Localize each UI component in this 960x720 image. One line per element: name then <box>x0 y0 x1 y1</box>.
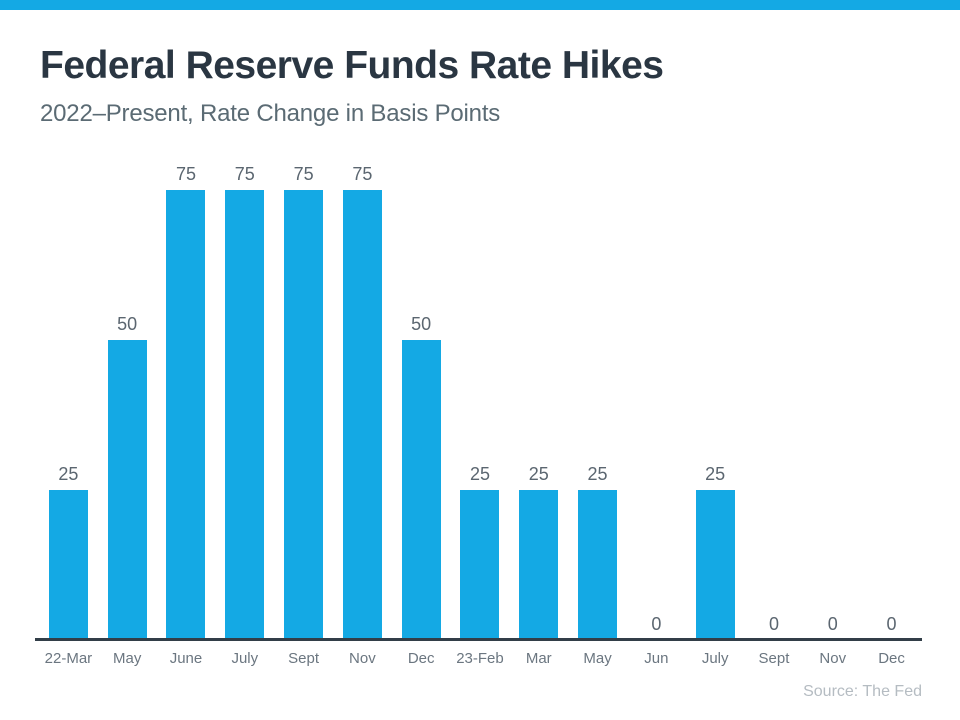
bar <box>578 490 618 640</box>
source-note: Source: The Fed <box>803 683 922 700</box>
x-tick-label: Sept <box>288 650 320 667</box>
bar-value-label: 25 <box>469 464 490 484</box>
x-axis-tick-labels: 22-Mar May June July Sept Nov Dec 23-Feb Mar May J… <box>39 650 922 667</box>
bar-column: 0 <box>862 160 921 640</box>
bar-column: 75 <box>215 160 274 640</box>
bar <box>48 490 88 640</box>
bar <box>225 190 265 640</box>
bar-value-label: 0 <box>768 614 779 634</box>
bar <box>284 190 324 640</box>
bar-column: 50 <box>98 160 157 640</box>
bar-column: 50 <box>392 160 451 640</box>
bar-column: 0 <box>803 160 862 640</box>
bar-value-label: 50 <box>411 314 432 334</box>
bar-value-label: 75 <box>293 164 314 184</box>
bar-column: 75 <box>157 160 216 640</box>
x-tick-label: Dec <box>407 650 435 667</box>
bar-column: 75 <box>274 160 333 640</box>
bar-column: 0 <box>627 160 686 640</box>
top-accent-bar <box>0 0 960 10</box>
bar-column: 25 <box>451 160 510 640</box>
bar <box>342 190 382 640</box>
bar-value-label: 25 <box>58 464 79 484</box>
chart-title: Federal Reserve Funds Rate Hikes <box>40 44 664 87</box>
bar-value-label: 75 <box>352 164 373 184</box>
x-tick-label: Dec <box>878 650 905 667</box>
x-tick-label: Jun <box>644 650 669 667</box>
x-tick-label: Nov <box>349 650 376 667</box>
bar <box>107 340 147 640</box>
x-tick-label: 22-Mar <box>44 650 93 667</box>
bar <box>460 490 500 640</box>
bar-value-label: 25 <box>705 464 726 484</box>
bar-column: 0 <box>745 160 804 640</box>
x-tick-label: 23-Feb <box>456 650 504 667</box>
bar-column: 25 <box>568 160 627 640</box>
x-tick-label: June <box>169 650 203 667</box>
bar <box>519 490 559 640</box>
bar-column: 25 <box>39 160 98 640</box>
bar <box>401 340 441 640</box>
chart-subtitle: 2022–Present, Rate Change in Basis Point… <box>40 100 501 127</box>
x-tick-label: May <box>113 650 142 667</box>
bar-value-label: 75 <box>234 164 255 184</box>
x-tick-label: July <box>231 650 259 667</box>
bar-value-label: 0 <box>827 614 838 634</box>
x-tick-label: Sept <box>758 650 790 667</box>
x-tick-label: Nov <box>819 650 847 667</box>
x-tick-label: May <box>583 650 612 667</box>
x-tick-label: Mar <box>525 650 552 667</box>
bar-column: 25 <box>686 160 745 640</box>
bar-value-label: 25 <box>528 464 549 484</box>
bar <box>166 190 206 640</box>
bar-value-label: 0 <box>651 614 662 634</box>
bar-column: 25 <box>509 160 568 640</box>
bar-column: 75 <box>333 160 392 640</box>
bar <box>695 490 735 640</box>
bars-area: 25 50 75 75 75 75 50 25 25 25 0 25 0 0 0 <box>39 160 922 640</box>
bar-value-label: 75 <box>175 164 196 184</box>
bar-value-label: 25 <box>587 464 608 484</box>
bar-value-label: 50 <box>117 314 138 334</box>
x-tick-label: July <box>701 650 729 667</box>
x-axis-line <box>35 638 922 641</box>
bar-value-label: 0 <box>886 614 897 634</box>
